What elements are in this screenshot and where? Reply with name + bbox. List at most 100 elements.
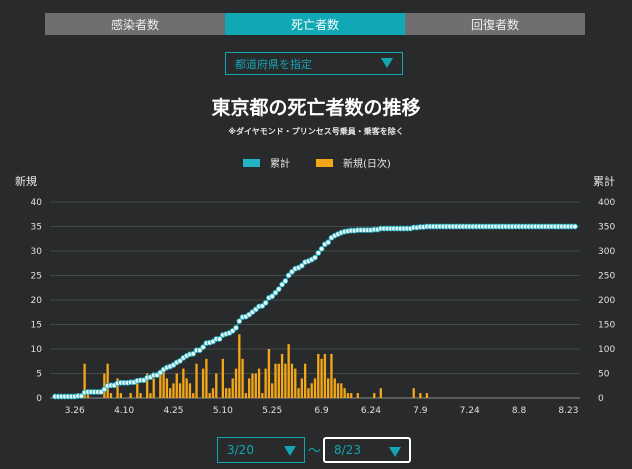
chevron-down-icon [381, 58, 393, 68]
daily-bar [350, 393, 353, 398]
y-right-tick-label: 150 [598, 321, 615, 331]
daily-bar [178, 383, 182, 398]
cumulative-point [312, 254, 318, 261]
x-tick-label: 3.26 [65, 406, 85, 416]
y-right-tick-label: 400 [598, 198, 615, 208]
cumulative-point [78, 393, 85, 399]
daily-bar [307, 388, 310, 398]
right-axis-title: 累計 [593, 175, 615, 188]
daily-bar [251, 373, 254, 398]
tab-deaths[interactable]: 死亡者数 [225, 13, 405, 35]
chevron-down-icon [284, 446, 296, 456]
daily-bar [297, 388, 300, 398]
daily-bar [234, 368, 238, 398]
cumulative-point [325, 239, 332, 246]
daily-bar [182, 368, 185, 398]
daily-bar [224, 388, 228, 398]
daily-bar [119, 393, 122, 398]
y-right-tick-label: 50 [598, 370, 610, 380]
category-tabs: 感染者数 死亡者数 回復者数 [45, 13, 585, 35]
prefecture-select-label: 都道府県を指定 [235, 57, 312, 71]
date-range-separator: 〜 [308, 444, 322, 459]
y-right-tick-label: 350 [598, 223, 615, 233]
prefecture-select[interactable]: 都道府県を指定 [225, 52, 403, 75]
legend-daily-label: 新規(日次) [343, 159, 391, 170]
daily-bar [257, 368, 261, 398]
cumulative-point [318, 246, 325, 252]
y-right-tick-label: 100 [598, 345, 615, 355]
page-title: 東京都の死亡者数の推移 [211, 97, 421, 119]
daily-bar [425, 393, 429, 398]
daily-bar [254, 373, 257, 398]
daily-bar [326, 378, 330, 398]
daily-bar [330, 353, 333, 398]
daily-bar [313, 378, 317, 398]
daily-bar [261, 393, 264, 398]
cumulative-point [200, 344, 206, 351]
legend-cumulative[interactable]: 累計 [243, 155, 290, 170]
daily-bar [172, 383, 175, 398]
end-date-label: 8/23 [334, 443, 361, 457]
daily-bar [195, 363, 198, 398]
daily-bar [208, 393, 211, 398]
daily-bar [185, 378, 188, 398]
x-tick-label: 5.25 [262, 406, 282, 416]
x-tick-label: 7.24 [460, 406, 480, 416]
start-date-select[interactable]: 3/20 [217, 437, 305, 463]
daily-bar [379, 388, 382, 398]
daily-bar [201, 368, 205, 398]
daily-bar [320, 358, 323, 398]
legend-daily-swatch [316, 158, 333, 167]
daily-bar [192, 393, 195, 398]
y-left-tick-label: 0 [36, 394, 42, 404]
cumulative-point [572, 223, 578, 230]
daily-bar [162, 368, 165, 398]
chart-legend: 累計 新規(日次) [243, 155, 417, 170]
y-right-tick-label: 200 [598, 296, 615, 306]
daily-bar [238, 334, 241, 398]
daily-bar [343, 388, 346, 398]
end-date-select[interactable]: 8/23 [323, 437, 411, 463]
daily-bar [356, 393, 359, 398]
daily-bar [277, 363, 280, 398]
y-left-tick-label: 30 [31, 247, 43, 257]
daily-bar [303, 363, 307, 398]
daily-bar [83, 363, 86, 398]
cumulative-point [272, 289, 279, 296]
daily-bar [136, 383, 139, 398]
daily-bar [333, 378, 336, 398]
x-tick-label: 6.9 [314, 406, 329, 416]
tab-recoveries[interactable]: 回復者数 [405, 13, 585, 35]
legend-cumulative-label: 累計 [270, 159, 290, 170]
cumulative-point [236, 318, 243, 325]
daily-bar [323, 353, 327, 398]
legend-daily[interactable]: 新規(日次) [316, 155, 391, 170]
daily-bar [211, 388, 215, 398]
cumulative-point [315, 250, 322, 256]
cumulative-point [101, 386, 108, 393]
daily-bar [267, 349, 271, 398]
daily-bar [241, 358, 244, 398]
daily-bar [271, 383, 274, 398]
daily-bar [284, 363, 287, 398]
daily-bar [103, 373, 106, 398]
daily-bar [336, 383, 340, 398]
cumulative-point [298, 262, 305, 269]
daily-bar [300, 378, 304, 398]
daily-bar [215, 373, 218, 398]
tab-infections[interactable]: 感染者数 [45, 13, 225, 35]
daily-bar [317, 353, 320, 398]
daily-bar [294, 368, 297, 398]
y-right-tick-label: 0 [598, 394, 604, 404]
daily-bar [346, 393, 350, 398]
y-right-tick-label: 300 [598, 247, 615, 257]
daily-bar [86, 393, 90, 398]
daily-bar [231, 378, 234, 398]
daily-bar [310, 383, 313, 398]
y-left-tick-label: 20 [31, 296, 43, 306]
daily-bar [248, 378, 251, 398]
x-tick-label: 7.9 [413, 406, 428, 416]
chevron-down-icon [389, 447, 401, 457]
daily-bar [205, 358, 208, 398]
